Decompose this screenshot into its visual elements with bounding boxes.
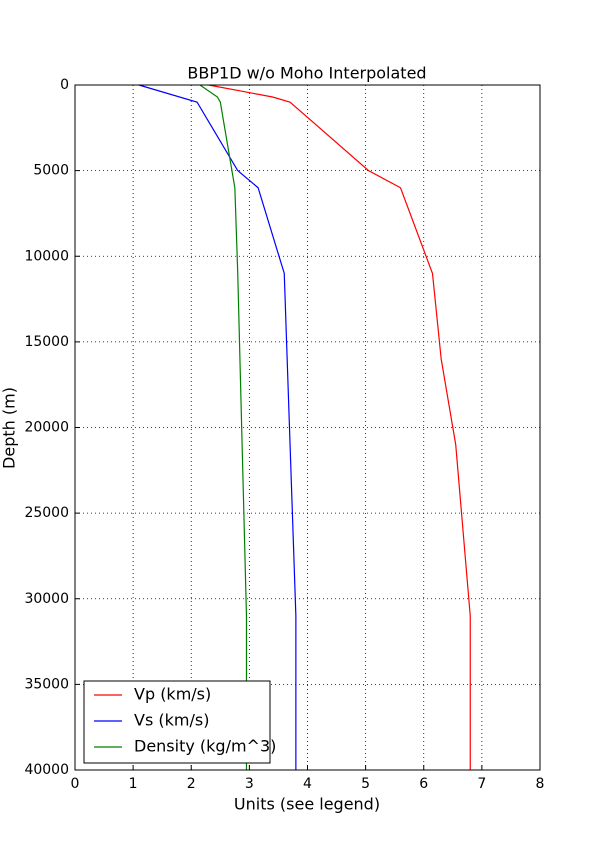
x-tick-label: 3 [245,776,254,792]
y-axis-label: Depth (m) [0,387,19,469]
y-tick-label: 35000 [24,676,69,692]
y-tick-label: 0 [60,77,69,93]
x-tick-label: 1 [129,776,138,792]
y-tick-label: 25000 [24,505,69,521]
legend: Vp (km/s) Vs (km/s) Density (kg/m^3) [83,680,276,764]
x-tick-label: 8 [536,776,545,792]
y-tick-label: 5000 [33,163,69,179]
x-axis-label: Units (see legend) [234,795,380,814]
y-tick-label: 15000 [24,334,69,350]
x-tick-label: 7 [477,776,486,792]
legend-label: Density (kg/m^3) [134,737,276,756]
x-tick-label: 5 [361,776,370,792]
y-tick-label: 30000 [24,591,69,607]
series-line [199,84,248,770]
legend-label: Vs (km/s) [134,711,209,730]
legend-label: Vp (km/s) [134,685,211,704]
x-tick-label: 4 [303,776,312,792]
chart-title: BBP1D w/o Moho Interpolated [187,64,426,83]
y-tick-label: 20000 [24,420,69,436]
y-tick-label: 10000 [24,248,69,264]
plot-frame [74,84,541,771]
series-line [208,84,471,770]
y-tick-label: 40000 [24,762,69,778]
x-tick-label: 2 [187,776,196,792]
series-line [138,84,297,770]
x-tick-label: 6 [419,776,428,792]
x-tick-label: 0 [71,776,80,792]
